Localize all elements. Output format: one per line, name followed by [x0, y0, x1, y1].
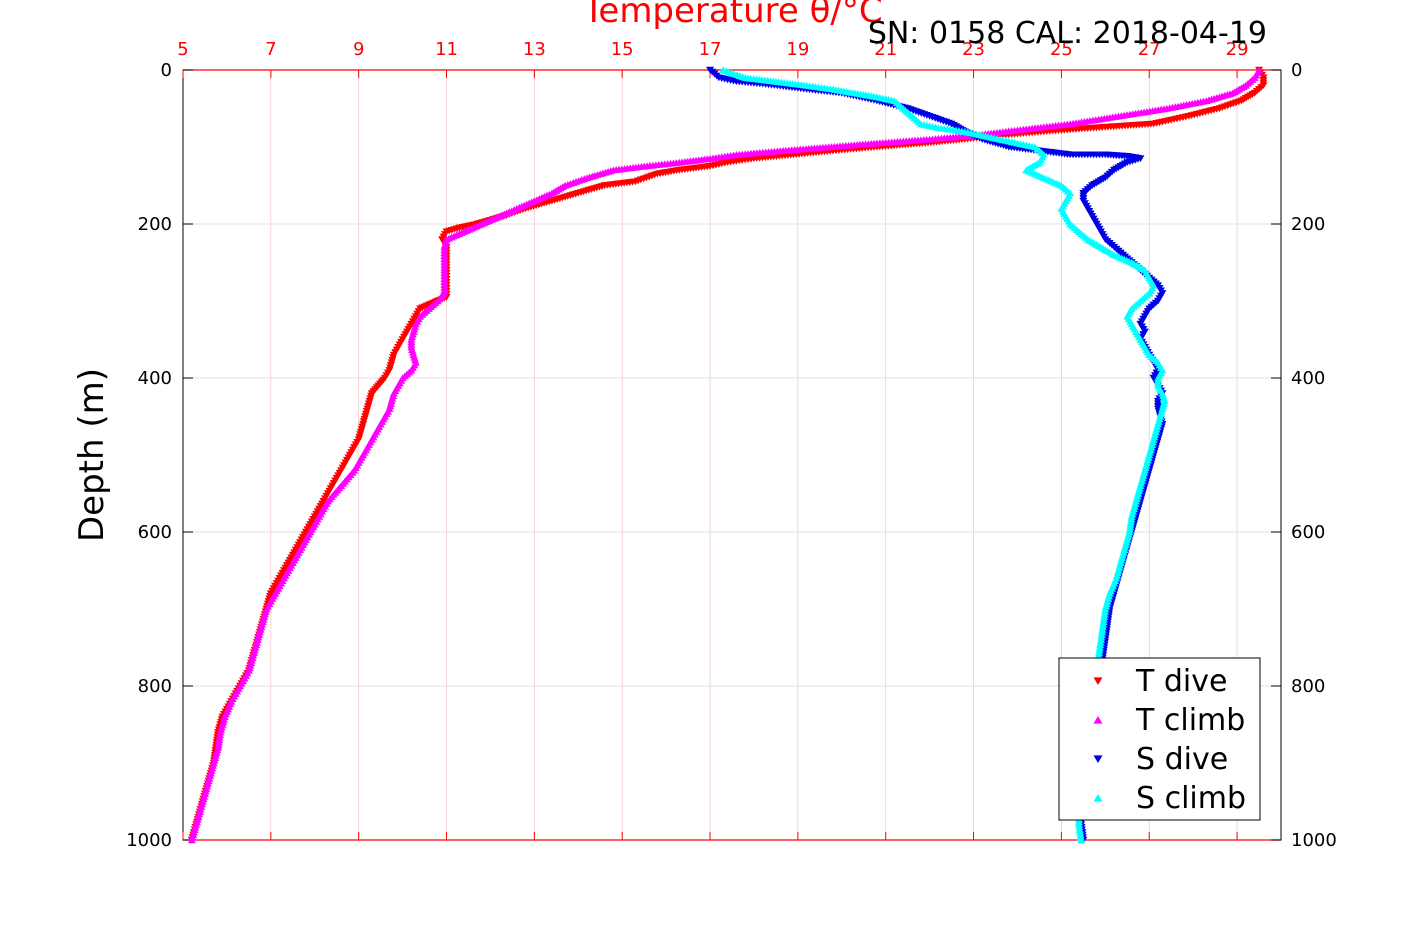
chart-title: Temperature θ/°C — [582, 0, 882, 31]
x-tick-label: 25 — [1050, 39, 1073, 60]
y-tick-label-left: 1000 — [126, 830, 172, 851]
x-tick-label: 19 — [786, 39, 809, 60]
legend-marker — [1093, 715, 1103, 724]
legend: T dive T climb S dive S climb — [1058, 657, 1261, 821]
axis-ticks: 5 7 9 11 13 15 17 19 21 23 25 27 29 0 0 200 200 400 400 600… — [126, 39, 1337, 851]
x-tick-label: 11 — [435, 39, 458, 60]
x-tick-label: 29 — [1226, 39, 1249, 60]
legend-label: T climb — [1135, 703, 1245, 738]
chart-subtitle: SN: 0158 CAL: 2018-04-19 — [868, 16, 1267, 51]
y-axis-label: Depth (m) — [72, 368, 112, 542]
x-tick-label: 23 — [962, 39, 985, 60]
y-tick-label-left: 200 — [138, 214, 172, 235]
x-tick-label: 21 — [874, 39, 897, 60]
y-tick-label-left: 800 — [138, 676, 172, 697]
y-tick-label-left: 0 — [161, 60, 172, 81]
legend-marker — [1093, 677, 1103, 686]
x-tick-label: 17 — [699, 39, 722, 60]
x-tick-label: 27 — [1138, 39, 1161, 60]
y-tick-label-right: 800 — [1291, 676, 1325, 697]
legend-marker — [1093, 755, 1103, 764]
data-point — [187, 836, 196, 844]
y-tick-label-left: 600 — [138, 522, 172, 543]
data-point — [1077, 836, 1086, 844]
x-tick-label: 9 — [353, 39, 364, 60]
y-tick-label-right: 200 — [1291, 214, 1325, 235]
y-tick-label-right: 400 — [1291, 368, 1325, 389]
legend-label: S dive — [1136, 742, 1228, 777]
legend-marker — [1093, 793, 1103, 802]
y-tick-label-right: 0 — [1291, 60, 1302, 81]
y-tick-label-right: 1000 — [1291, 830, 1337, 851]
legend-label: S climb — [1136, 781, 1246, 816]
legend-box — [1058, 657, 1261, 821]
x-tick-label: 5 — [177, 39, 188, 60]
x-tick-label: 7 — [265, 39, 276, 60]
x-tick-label: 15 — [611, 39, 634, 60]
y-tick-label-right: 600 — [1291, 522, 1325, 543]
x-tick-label: 13 — [523, 39, 546, 60]
legend-label: T dive — [1135, 664, 1227, 699]
y-tick-label-left: 400 — [138, 368, 172, 389]
